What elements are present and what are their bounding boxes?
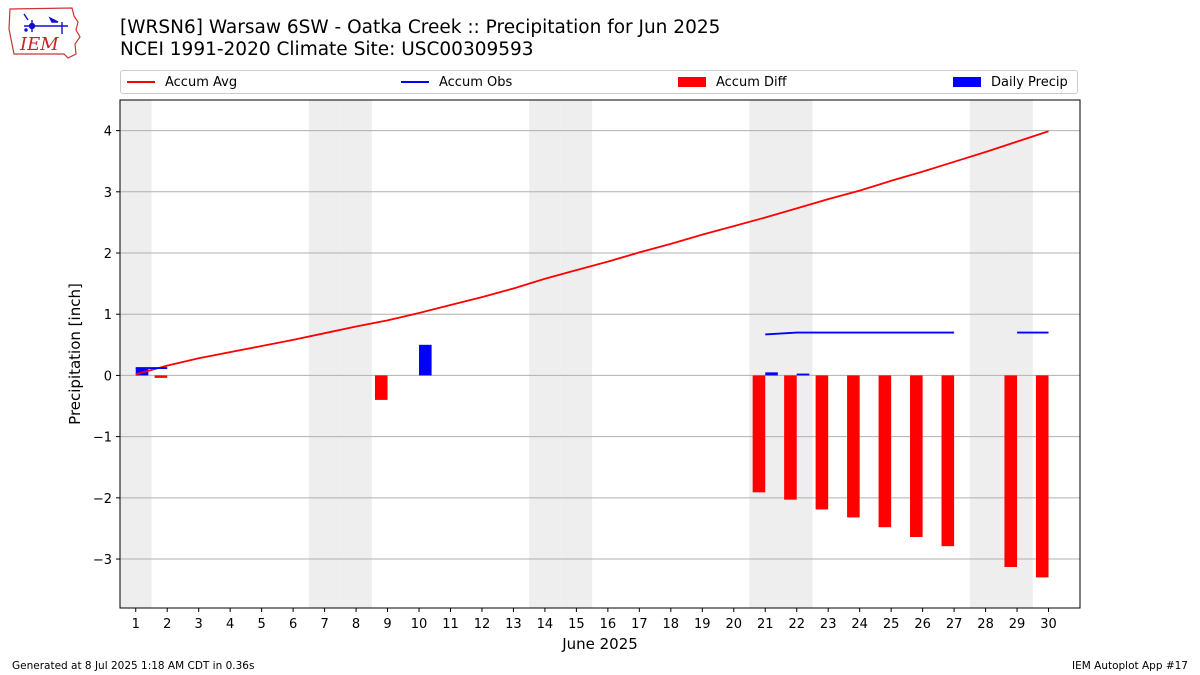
legend: Accum Avg Accum Obs Accum Diff Daily Pre… [120,70,1078,94]
x-tick-label: 12 [474,617,491,632]
legend-swatch-accum-avg [127,81,155,83]
legend-swatch-daily-precip [953,77,981,87]
y-tick-label: −2 [93,492,112,507]
weekend-shading [120,100,1033,608]
accum-diff-bar-day-21 [752,375,766,493]
accum-diff-bar-day-27 [941,375,955,547]
y-tick-label: 2 [104,247,112,262]
weekend-band-day-7 [308,100,341,608]
legend-label-accum-diff: Accum Diff [716,74,787,90]
iem-logo-text: IEM [19,34,59,55]
x-tick-label: 14 [537,617,554,632]
legend-label-accum-avg: Accum Avg [165,74,238,90]
x-tick-label: 23 [820,617,837,632]
x-tick-label: 1 [132,617,140,632]
daily-precip-bar-day-22 [796,373,810,376]
weekend-band-day-15 [560,100,593,608]
x-tick-label: 20 [725,617,742,632]
series-lines [135,130,1049,376]
accum-diff-bar-day-23 [815,375,829,510]
x-tick-label: 17 [631,617,648,632]
weekend-band-day-28 [969,100,1002,608]
legend-swatch-accum-diff [678,77,706,87]
accum-diff-bar-day-2 [154,375,168,378]
y-tick-label: −3 [93,553,112,568]
x-tick-label: 28 [977,617,994,632]
x-tick-label: 25 [883,617,900,632]
accum-diff-bars [154,375,1049,578]
weekend-band-day-21 [749,100,781,608]
x-axis: 1 2 3 4 5 6 7 8 9 10 11 12 13 14 15 16 17 18 19 20 21 22 23 24 2… [132,608,1057,632]
iowa-state-outline-icon [8,7,81,59]
y-axis-label: Precipitation [inch] [66,283,84,425]
x-tick-label: 16 [600,617,617,632]
y-tick-label: 3 [104,186,112,201]
x-tick-label: 22 [788,617,805,632]
daily-precip-bar-day-21 [765,372,778,376]
accum-obs-line-segment-1 [765,331,955,336]
accum-avg-line-segment-0 [135,130,1049,376]
y-tick-label: −1 [93,431,112,446]
x-tick-label: 29 [1009,617,1026,632]
x-tick-label: 4 [226,617,234,632]
x-tick-label: 10 [411,617,428,632]
x-tick-label: 24 [851,617,868,632]
x-tick-label: 18 [663,617,680,632]
weekend-band-day-14 [529,100,561,608]
y-axis: −3 −2 −1 0 1 2 3 4 [93,125,120,568]
accum-diff-bar-day-30 [1035,375,1049,578]
x-tick-label: 9 [383,617,391,632]
weekend-band-day-22 [780,100,813,608]
iem-logo: IEM [8,7,81,59]
legend-item-accum-obs: Accum Obs [401,71,512,93]
x-tick-label: 8 [352,617,360,632]
x-tick-label: 26 [914,617,931,632]
x-axis-label: June 2025 [561,635,638,653]
plot-frame [119,99,1081,609]
legend-swatch-accum-obs [401,81,429,83]
accum-diff-bar-day-25 [878,375,892,528]
x-tick-label: 15 [568,617,585,632]
chart-subtitle: NCEI 1991-2020 Climate Site: USC00309593 [120,39,534,60]
chart-title: [WRSN6] Warsaw 6SW - Oatka Creek :: Prec… [120,17,721,38]
x-tick-label: 11 [442,617,459,632]
weekend-band-day-8 [340,100,372,608]
legend-item-accum-avg: Accum Avg [127,71,237,93]
x-tick-label: 6 [289,617,297,632]
x-tick-label: 19 [694,617,711,632]
legend-label-accum-obs: Accum Obs [439,74,513,90]
x-tick-label: 2 [163,617,171,632]
accum-diff-bar-day-9 [374,375,388,400]
x-tick-label: 3 [195,617,203,632]
y-tick-label: 4 [104,125,112,140]
x-tick-label: 27 [946,617,963,632]
x-tick-label: 13 [505,617,522,632]
app-credit: IEM Autoplot App #17 [1072,660,1188,672]
daily-precip-bars [135,344,810,376]
y-tick-label: 1 [104,308,112,323]
weather-station-icon [23,13,68,34]
weekend-band-day-1 [120,100,152,608]
generated-timestamp: Generated at 8 Jul 2025 1:18 AM CDT in 0… [12,660,255,672]
accum-diff-bar-day-29 [1004,375,1018,567]
x-tick-label: 21 [757,617,774,632]
legend-label-daily-precip: Daily Precip [991,74,1068,90]
x-tick-label: 5 [257,617,265,632]
accum-diff-bar-day-22 [784,375,797,500]
x-tick-label: 30 [1040,617,1057,632]
accum-diff-bar-day-24 [847,375,860,518]
daily-precip-bar-day-10 [419,344,432,376]
accum-diff-bar-day-26 [910,375,923,538]
y-tick-label: 0 [104,369,112,384]
x-tick-label: 7 [320,617,328,632]
legend-item-daily-precip: Daily Precip [953,71,1068,93]
legend-item-accum-diff: Accum Diff [678,71,787,93]
